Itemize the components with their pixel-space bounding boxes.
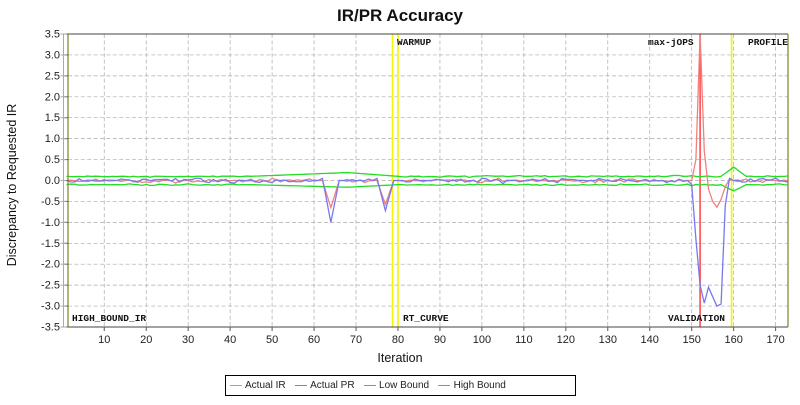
svg-text:1.0: 1.0 [45,133,60,145]
svg-text:-3.5: -3.5 [41,322,60,334]
svg-text:1.5: 1.5 [45,112,60,124]
svg-text:2.0: 2.0 [45,91,60,103]
svg-text:70: 70 [350,334,362,346]
svg-text:110: 110 [515,334,533,346]
svg-text:-3.0: -3.0 [41,301,60,313]
svg-text:30: 30 [182,334,194,346]
svg-text:-1.5: -1.5 [41,238,60,250]
svg-text:-2.5: -2.5 [41,280,60,292]
svg-text:100: 100 [473,334,491,346]
svg-text:50: 50 [266,334,278,346]
svg-text:3.0: 3.0 [45,49,60,61]
svg-text:170: 170 [766,334,784,346]
svg-text:-2.0: -2.0 [41,259,60,271]
svg-text:10: 10 [98,334,110,346]
svg-text:0.0: 0.0 [45,175,60,187]
svg-text:60: 60 [308,334,320,346]
svg-text:-1.0: -1.0 [41,217,60,229]
svg-text:3.5: 3.5 [45,29,60,41]
svg-text:140: 140 [641,334,659,346]
svg-text:90: 90 [434,334,446,346]
svg-text:40: 40 [224,334,236,346]
svg-text:150: 150 [683,334,701,346]
svg-text:20: 20 [140,334,152,346]
svg-text:130: 130 [599,334,617,346]
svg-text:80: 80 [392,334,404,346]
svg-text:120: 120 [557,334,575,346]
svg-text:2.5: 2.5 [45,70,60,82]
svg-text:-0.5: -0.5 [41,196,60,208]
svg-text:160: 160 [724,334,742,346]
svg-text:0.5: 0.5 [45,154,60,166]
